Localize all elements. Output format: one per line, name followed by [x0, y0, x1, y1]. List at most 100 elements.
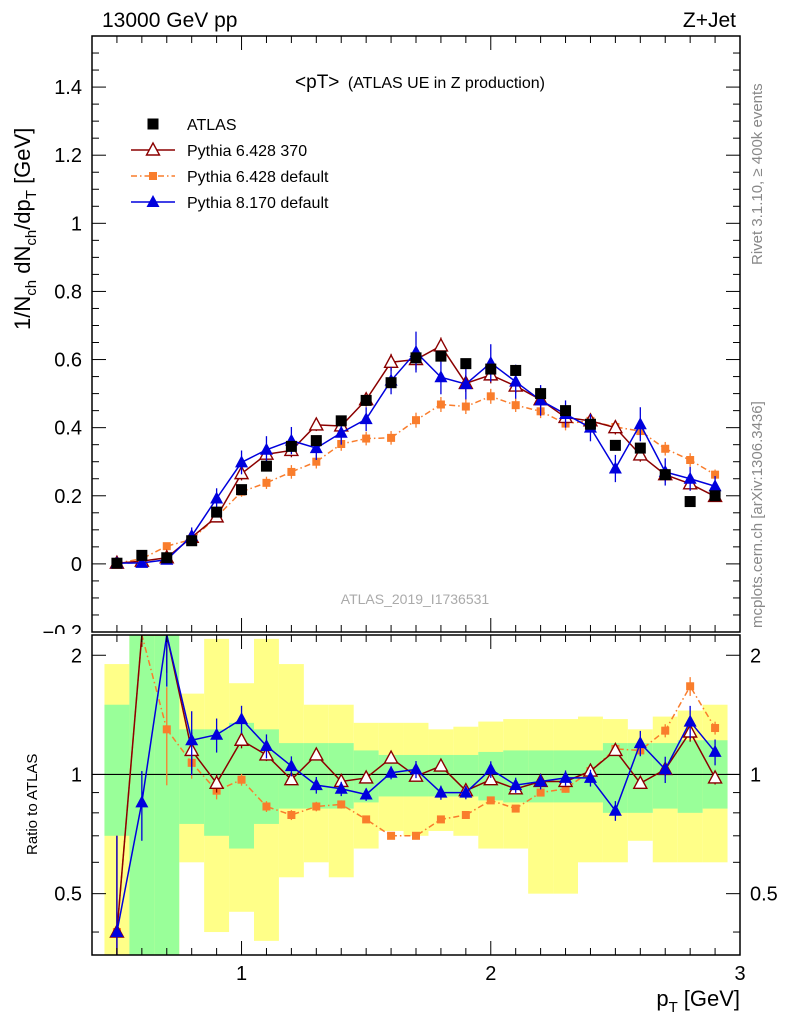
process-label: Z+Jet	[683, 9, 736, 32]
ratio-point	[658, 762, 672, 775]
plot-title-sub: (ATLAS UE in Z production)	[348, 75, 545, 92]
data-point	[485, 363, 497, 375]
ratio-y-tick-label-right: 1	[750, 764, 761, 786]
main-series	[109, 331, 723, 569]
ratio-point	[135, 795, 149, 808]
data-point	[309, 441, 323, 454]
ratio-point	[483, 771, 499, 786]
plot-title: <pT> (ATLAS UE in Z production)	[295, 72, 545, 93]
x-tick-label: 1	[236, 963, 247, 985]
y-tick-label: 1.2	[54, 145, 82, 167]
series-pythia-8-170-default	[110, 331, 722, 569]
ratio-y-tick-label: 2	[71, 645, 82, 667]
data-point	[412, 416, 420, 425]
data-point	[434, 370, 448, 383]
ratio-point	[334, 781, 348, 794]
legend-label: Pythia 6.428 370	[187, 143, 307, 160]
ratio-point	[387, 831, 396, 840]
data-point	[684, 496, 696, 508]
ratio-y-axis-label: Ratio to ATLAS	[24, 754, 41, 855]
data-point	[135, 555, 149, 568]
ylabel-part-3: /dp	[10, 199, 35, 230]
xlabel-unit: [GeV]	[684, 986, 740, 1011]
ratio-point	[262, 802, 271, 811]
ratio-yellow-band	[528, 719, 554, 894]
data-point	[310, 435, 322, 447]
ratio-point	[583, 770, 597, 783]
data-point	[633, 417, 647, 430]
ratio-point	[237, 775, 246, 784]
ratio-point	[534, 774, 548, 787]
ratio-point	[359, 787, 373, 800]
data-point	[360, 394, 372, 406]
ratio-point	[686, 682, 695, 691]
legend-entry: Pythia 6.428 370	[131, 141, 307, 160]
data-point	[161, 552, 173, 564]
axes: 1 2 3 0 0.2 0.4 0.6 0.8 1 1.2 1.4 −0.2 0.5 0.5 1 1 2 2	[43, 35, 778, 985]
data-point	[236, 484, 248, 496]
data-point	[211, 506, 223, 518]
ratio-point	[383, 749, 399, 764]
ratio-clipped	[109, 635, 723, 955]
ratio-green-band	[104, 704, 130, 836]
data-point	[709, 490, 721, 502]
ratio-green-band	[503, 750, 529, 803]
ratio-green-band	[677, 740, 703, 813]
x-axis-label: pT [GeV]	[656, 986, 740, 1016]
data-point	[235, 455, 249, 468]
ratio-point	[486, 796, 495, 805]
data-point	[287, 467, 296, 476]
data-point	[111, 557, 123, 569]
ratio-point	[484, 762, 498, 775]
ratio-point	[633, 736, 647, 749]
data-point	[285, 440, 297, 452]
data-point	[461, 402, 470, 411]
ratio-point	[362, 815, 371, 824]
data-point	[708, 479, 722, 492]
y-tick-label: 0	[71, 554, 82, 576]
x-tick-label: 3	[734, 963, 745, 985]
ratio-point	[412, 831, 420, 840]
data-point	[511, 401, 520, 410]
y-tick-label: 1	[71, 213, 82, 235]
legend: ATLAS Pythia 6.428 370 Pythia 6.428 defaul…	[131, 117, 329, 212]
ratio-point	[185, 733, 199, 746]
y-tick-label: 1.4	[54, 77, 82, 99]
legend-label: Pythia 8.170 default	[187, 195, 329, 212]
data-point	[634, 442, 646, 454]
ylabel-sub-1: ch	[23, 280, 40, 296]
ratio-point	[337, 800, 346, 809]
ratio-point	[461, 810, 470, 819]
ratio-point	[707, 769, 723, 784]
data-point	[659, 469, 671, 481]
data-point	[136, 549, 148, 561]
ratio-series-pythia-8-170-default	[110, 635, 722, 955]
data-point	[486, 392, 495, 401]
data-point	[534, 393, 548, 406]
mcplots-label: mcplots.cern.ch [arXiv:1306.3436]	[749, 401, 766, 628]
data-point	[186, 535, 198, 547]
ratio-series	[109, 635, 723, 955]
data-point	[362, 434, 371, 443]
ratio-point	[233, 731, 250, 746]
legend-entry: ATLAS	[147, 117, 237, 134]
rivet-version-label: Rivet 3.1.10, ≥ 400k events	[749, 83, 766, 265]
ratio-point	[283, 771, 300, 786]
data-point	[162, 542, 171, 551]
ylabel-part-1: 1/N	[10, 296, 35, 330]
data-point	[535, 388, 547, 400]
data-point	[459, 377, 473, 390]
ratio-y-tick-label: 1	[71, 764, 82, 786]
ratio-point	[511, 804, 520, 813]
data-point	[661, 444, 670, 453]
y-tick-label: 0.4	[54, 418, 82, 440]
data-point	[560, 405, 572, 417]
ratio-point	[309, 778, 323, 791]
ylabel-sub-3: T	[23, 190, 40, 199]
ratio-point	[559, 770, 573, 783]
ratio-point	[607, 741, 624, 757]
data-point	[433, 337, 449, 352]
y-tick-label-partial: −0.2	[43, 622, 82, 644]
ratio-point	[433, 757, 449, 772]
